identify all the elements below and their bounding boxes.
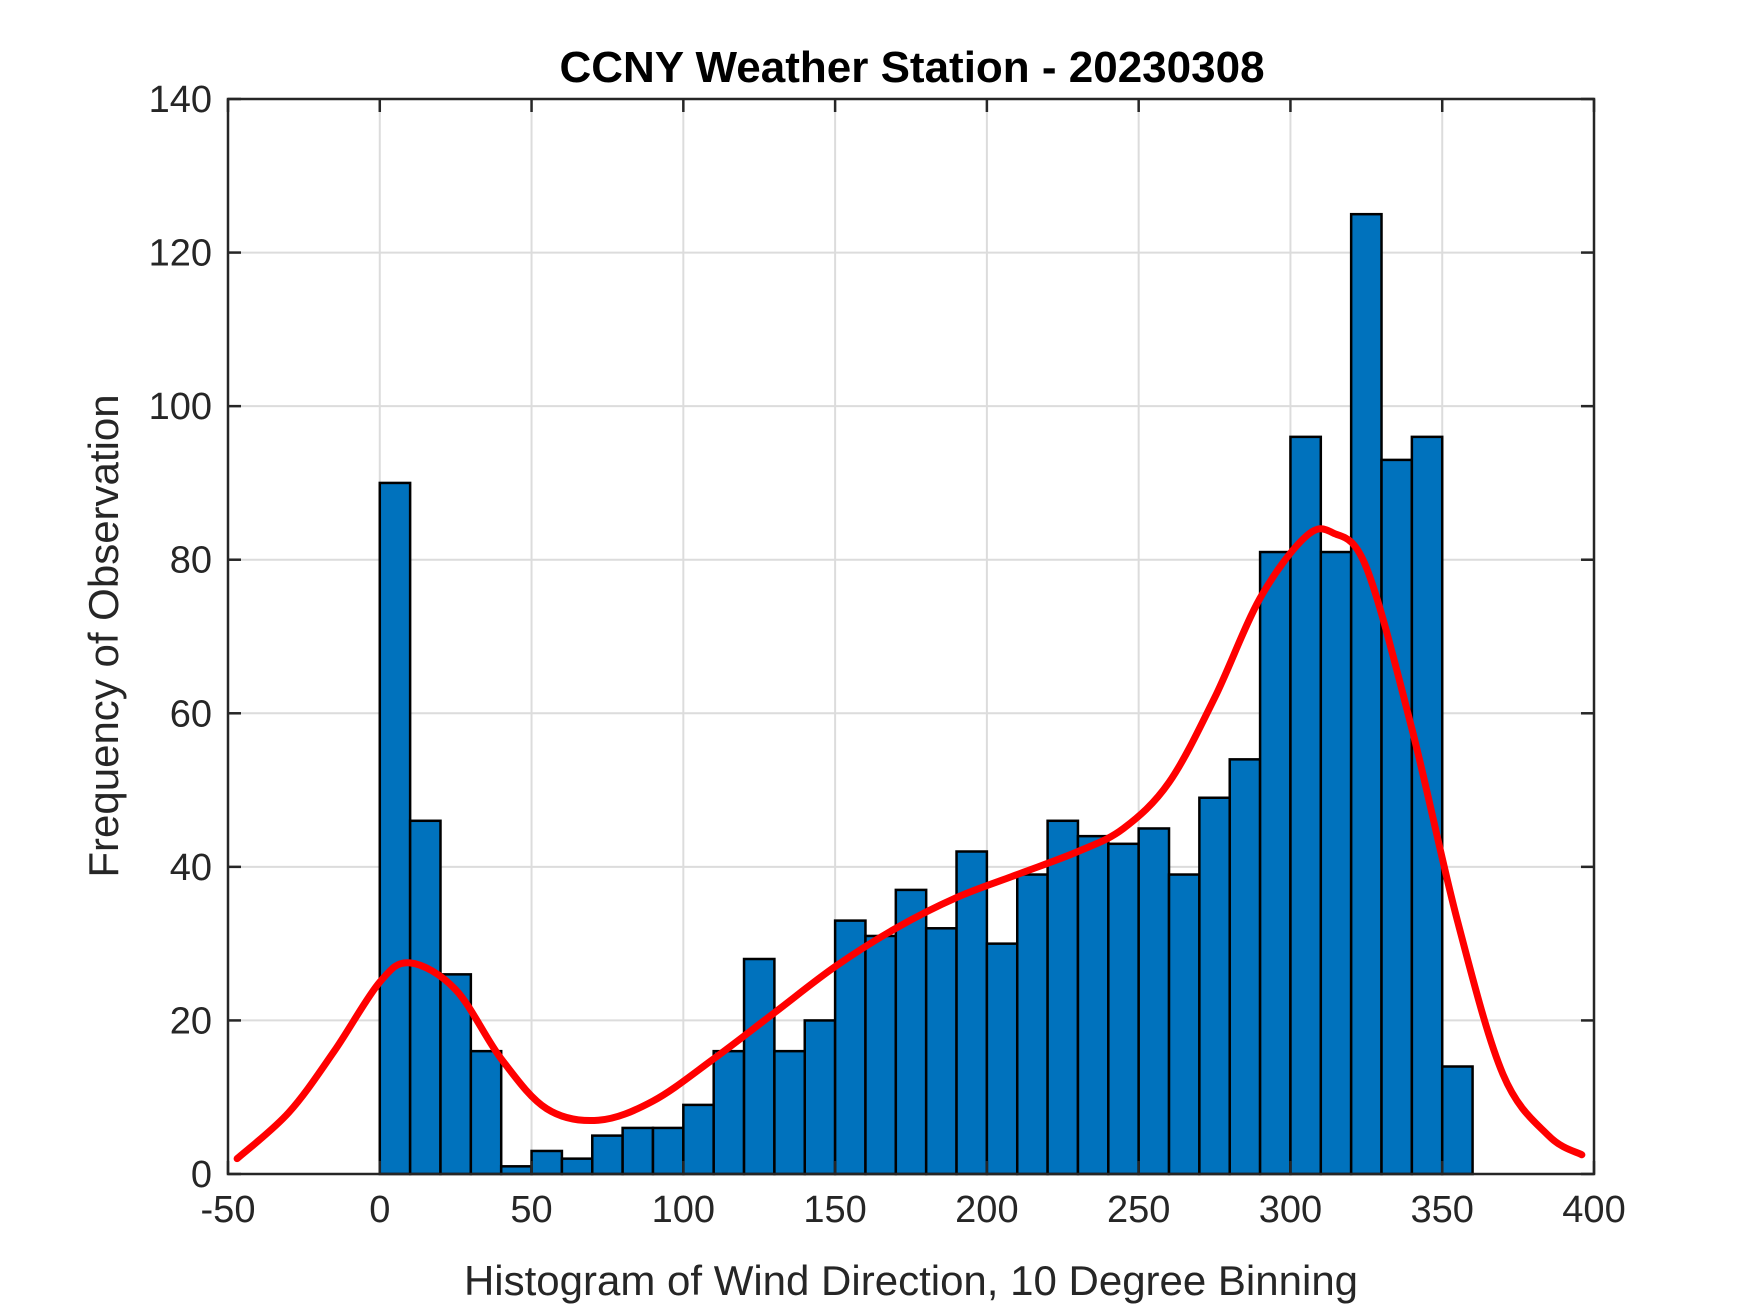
- histogram-bar: [1137, 827, 1171, 1176]
- fit-curve-line: [233, 525, 1586, 1163]
- y-tick-label: 0: [191, 1154, 212, 1196]
- chart-title: CCNY Weather Station - 20230308: [559, 43, 1264, 92]
- x-tick-label: 400: [1562, 1189, 1625, 1231]
- histogram-bar: [1380, 458, 1414, 1176]
- histogram-bar: [1349, 212, 1383, 1176]
- histogram-bar: [378, 481, 412, 1176]
- y-axis-label: Frequency of Observation: [80, 394, 127, 877]
- histogram-bar: [955, 850, 989, 1176]
- histogram-bar: [560, 1157, 594, 1176]
- y-tick-labels: 0 20 40 60 80 100 120 140: [149, 79, 212, 1196]
- histogram-bar: [530, 1149, 564, 1176]
- histogram-bar: [1046, 819, 1080, 1176]
- x-tick-labels: -50 0 50 100 150 200 250 300 350 400: [201, 1189, 1626, 1231]
- y-tick-label: 80: [170, 540, 212, 582]
- y-tick-label: 140: [149, 79, 212, 121]
- x-tick-label: 150: [803, 1189, 866, 1231]
- histogram-bar: [1076, 834, 1110, 1176]
- histogram-bar: [621, 1126, 655, 1176]
- histogram-bar: [773, 1049, 807, 1176]
- x-tick-label: -50: [201, 1189, 256, 1231]
- histogram-bar: [924, 927, 958, 1176]
- x-tick-label: 300: [1259, 1189, 1322, 1231]
- axes-box: [226, 97, 1596, 1176]
- histogram-bar: [1167, 873, 1201, 1176]
- y-tick-label: 40: [170, 847, 212, 889]
- histogram-bar: [1410, 435, 1444, 1176]
- histogram-bar: [591, 1134, 624, 1176]
- histogram-bar: [469, 1049, 503, 1176]
- histogram-bar: [651, 1126, 685, 1176]
- histogram-bar: [1319, 550, 1353, 1176]
- y-tick-label: 120: [149, 233, 212, 275]
- histogram-bar: [1015, 873, 1049, 1176]
- histogram-bar: [864, 934, 898, 1176]
- histogram-bar: [408, 819, 442, 1176]
- histogram-bars: [378, 212, 1474, 1176]
- histogram-bar: [682, 1103, 715, 1176]
- histogram-bar: [1107, 842, 1140, 1176]
- histogram-bar: [1258, 550, 1292, 1176]
- x-axis-label: Histogram of Wind Direction, 10 Degree B…: [464, 1257, 1358, 1304]
- x-tick-label: 350: [1411, 1189, 1474, 1231]
- x-tick-label: 200: [955, 1189, 1018, 1231]
- y-tick-label: 60: [170, 693, 212, 735]
- histogram-bar: [894, 888, 928, 1176]
- histogram-bar: [742, 957, 776, 1176]
- histogram-bar: [1440, 1065, 1474, 1176]
- histogram-bar: [803, 1019, 837, 1176]
- y-tick-label: 100: [149, 386, 212, 428]
- y-tick-label: 20: [170, 1000, 212, 1042]
- x-tick-label: 50: [510, 1189, 552, 1231]
- fit-curve-group: [233, 525, 1586, 1163]
- histogram-bar: [1198, 796, 1231, 1176]
- histogram-bar: [1228, 758, 1262, 1176]
- histogram-bar: [712, 1049, 746, 1176]
- x-tick-label: 100: [652, 1189, 715, 1231]
- histogram-bar: [1289, 435, 1323, 1176]
- axes: [226, 97, 1596, 1176]
- x-tick-label: 0: [369, 1189, 390, 1231]
- x-tick-label: 250: [1107, 1189, 1170, 1231]
- histogram-bar: [985, 942, 1019, 1176]
